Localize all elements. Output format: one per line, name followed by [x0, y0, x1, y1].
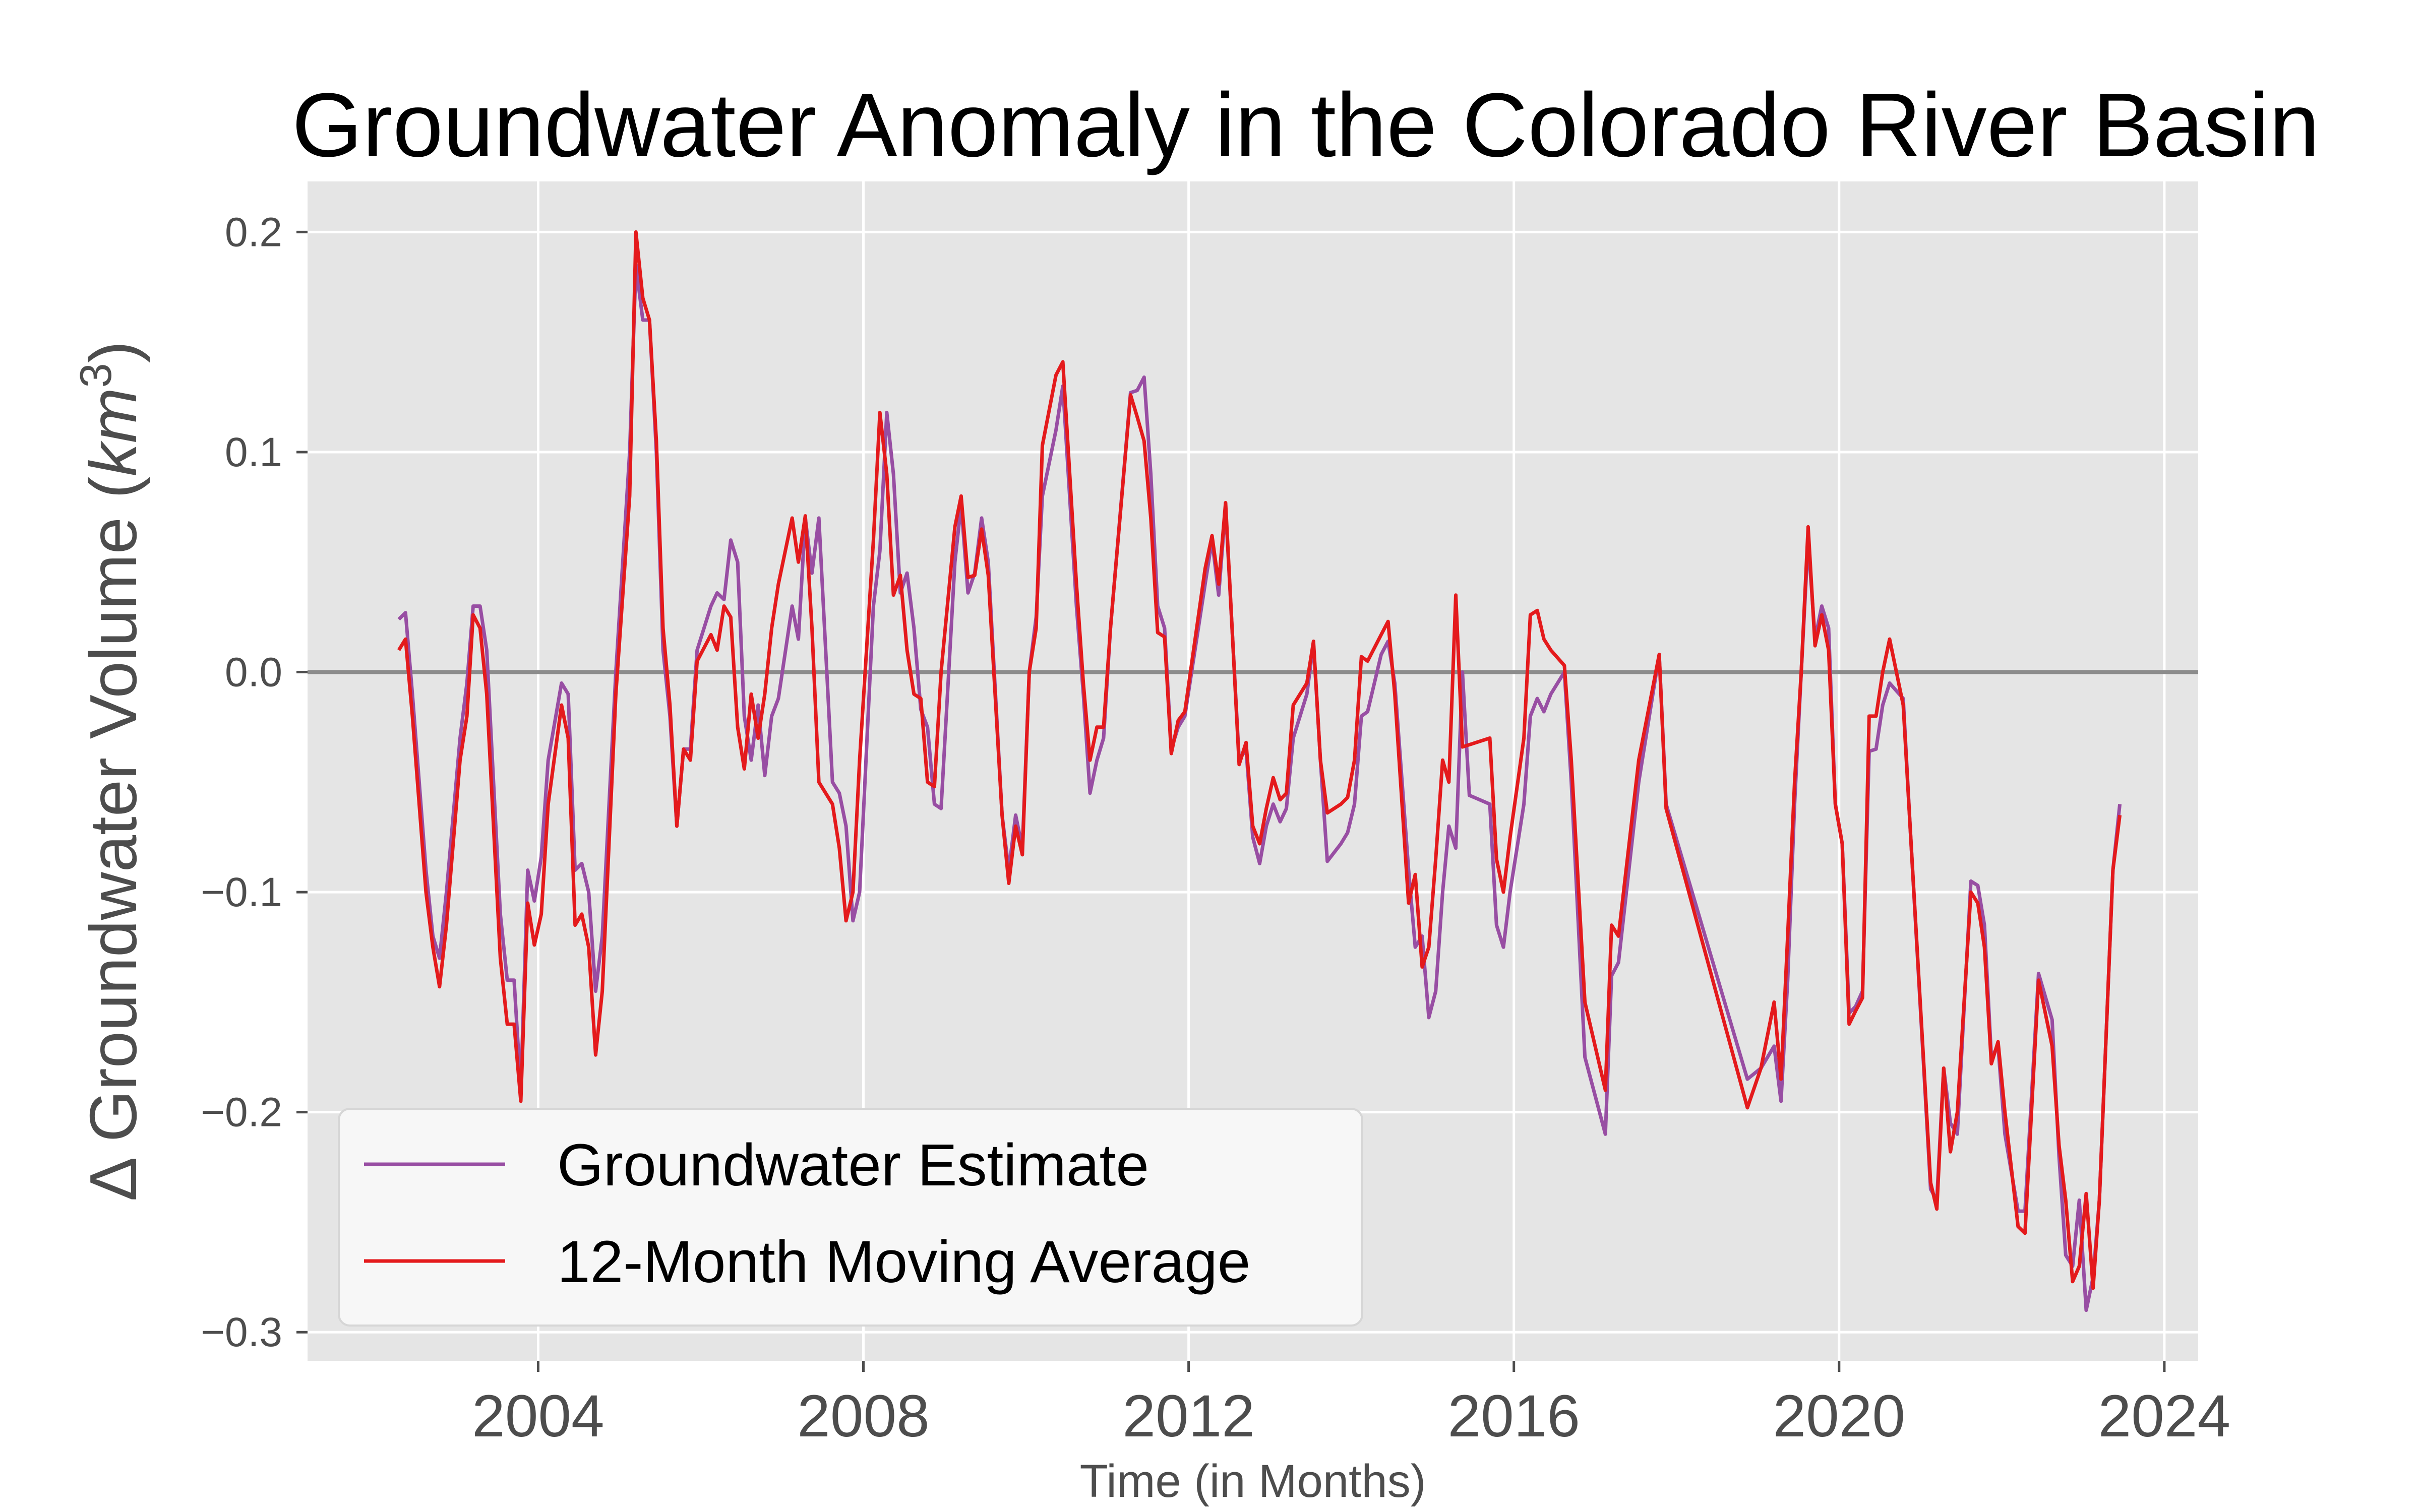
- tick-label-y-0: 0.0: [225, 650, 282, 696]
- legend: Groundwater Estimate 12-Month Moving Ave…: [338, 1108, 1363, 1327]
- tick-label-x-2012: 2012: [1122, 1383, 1255, 1450]
- y-axis-label: Δ Groundwater Volume (km3): [71, 341, 150, 1201]
- axis-ticks: 2004 2008 2012 2016 2020 2024 0.2 0.1 0.0 −0.1 −0.…: [201, 209, 2230, 1450]
- tick-label-y-neg0-2: −0.2: [201, 1090, 282, 1136]
- legend-box: [338, 1108, 1363, 1327]
- tick-label-y-neg0-3: −0.3: [201, 1309, 282, 1355]
- x-axis-label: Time (in Months): [1080, 1456, 1426, 1507]
- tick-label-x-2008: 2008: [797, 1383, 930, 1450]
- legend-label-groundwater-estimate: Groundwater Estimate: [557, 1132, 1149, 1199]
- tick-label-x-2004: 2004: [472, 1383, 604, 1450]
- series-moving-average: [397, 230, 2122, 1290]
- tick-label-y-neg0-1: −0.1: [201, 869, 282, 915]
- legend-label-moving-average: 12-Month Moving Average: [557, 1229, 1250, 1295]
- series-lines: [397, 230, 2122, 1312]
- tick-label-y-0-1: 0.1: [225, 429, 282, 475]
- tick-label-x-2024: 2024: [2098, 1383, 2231, 1450]
- chart-title: Groundwater Anomaly in the Colorado Rive…: [292, 75, 2320, 176]
- tick-label-x-2020: 2020: [1773, 1383, 1906, 1450]
- tick-label-y-0-2: 0.2: [225, 209, 282, 255]
- tick-label-x-2016: 2016: [1447, 1383, 1580, 1450]
